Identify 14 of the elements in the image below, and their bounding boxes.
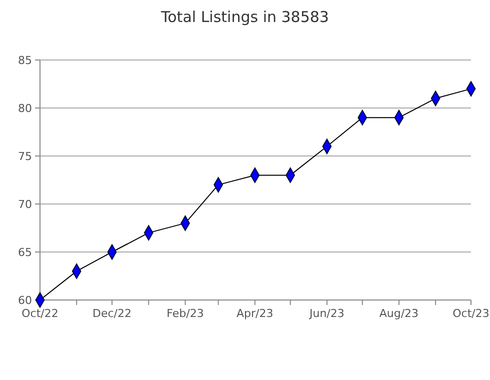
x-tick-label: Feb/23 (166, 307, 204, 320)
y-tick-label: 80 (18, 102, 32, 115)
y-tick-label: 60 (18, 294, 32, 307)
y-tick-label: 75 (18, 150, 32, 163)
x-tick-label: Apr/23 (236, 307, 274, 320)
x-tick-label: Jun/23 (308, 307, 344, 320)
x-tick-label: Aug/23 (379, 307, 419, 320)
x-tick-label: Dec/22 (92, 307, 132, 320)
chart-title: Total Listings in 38583 (160, 8, 329, 26)
x-tick-label: Oct/23 (452, 307, 490, 320)
y-tick-label: 85 (18, 54, 32, 67)
y-tick-label: 70 (18, 198, 32, 211)
x-tick-label: Oct/22 (22, 307, 58, 320)
y-tick-label: 65 (18, 246, 32, 259)
